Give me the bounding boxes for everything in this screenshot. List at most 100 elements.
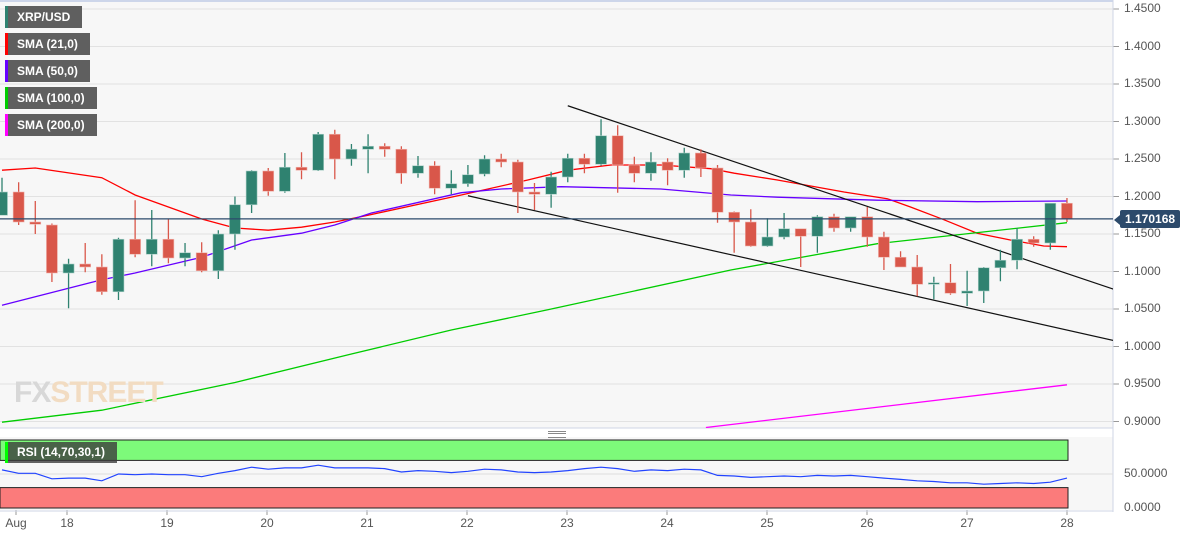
- rsi-overbought-zone: [0, 439, 1069, 461]
- rsi-tick-label: 0.0000: [1124, 500, 1161, 514]
- candle-up: [279, 166, 291, 192]
- x-tick-label: 20: [260, 516, 274, 530]
- trendline-upper: [567, 105, 1113, 290]
- rsi-oversold-zone: [0, 487, 1069, 509]
- y-tick-label: 1.0500: [1124, 301, 1161, 315]
- candle-up: [1044, 202, 1057, 244]
- candle-up: [212, 233, 225, 272]
- y-tick-label: 1.3500: [1124, 76, 1161, 90]
- candle-down: [728, 211, 740, 223]
- x-tick-label: 22: [460, 516, 474, 530]
- candle-up: [179, 252, 191, 259]
- y-tick-label: 1.4500: [1124, 1, 1161, 15]
- candle-up: [678, 152, 691, 171]
- candle-up: [561, 157, 574, 178]
- candle-up: [977, 267, 990, 292]
- sma-line-sma1000: [1, 222, 1068, 423]
- y-tick-label: 1.3000: [1124, 113, 1161, 128]
- candle-down: [295, 166, 308, 171]
- candle-down: [794, 228, 807, 237]
- candle-up: [312, 133, 324, 171]
- x-tick-label: 25: [760, 516, 774, 530]
- trendline-lower: [467, 195, 1113, 341]
- candle-up: [0, 191, 8, 216]
- candle-down: [528, 191, 541, 195]
- candle-down: [195, 252, 208, 272]
- candle-up: [595, 135, 607, 165]
- candle-down: [828, 216, 840, 229]
- panel-resize-handle[interactable]: [548, 431, 566, 438]
- candle-down: [46, 224, 58, 274]
- candle-down: [744, 221, 757, 247]
- y-tick-label: 1.2000: [1124, 188, 1161, 203]
- candle-down: [79, 263, 91, 268]
- x-tick-label: 18: [60, 516, 74, 530]
- candle-down: [12, 191, 25, 223]
- candle-up: [928, 282, 940, 285]
- candle-down: [1027, 238, 1040, 244]
- rsi-tick-label: 50.0000: [1124, 466, 1168, 480]
- x-tick-label: 28: [1060, 516, 1074, 530]
- rsi-line: [1, 464, 1068, 485]
- candle-up: [778, 228, 790, 238]
- x-tick-label: 21: [360, 516, 374, 530]
- candle-down: [711, 167, 724, 213]
- legend-rsi[interactable]: RSI (14,70,30,1): [5, 442, 118, 463]
- candle-up: [545, 176, 557, 195]
- fxstreet-logo: FXSTREET: [14, 376, 164, 409]
- legend-sma21[interactable]: SMA (21,0): [5, 33, 90, 55]
- x-tick-label: Aug: [5, 516, 27, 530]
- sma-line-sma500: [1, 186, 1068, 306]
- candle-down: [96, 266, 108, 293]
- candle-down: [878, 236, 890, 258]
- y-tick-label: 0.9500: [1124, 376, 1161, 390]
- legend-sma50[interactable]: SMA (50,0): [5, 60, 90, 82]
- candle-up: [811, 216, 824, 237]
- candle-up: [445, 183, 458, 189]
- candle-up: [145, 238, 158, 255]
- sma-line-sma2000: [705, 384, 1068, 428]
- candle-down: [578, 157, 591, 165]
- x-tick-label: 27: [960, 516, 974, 530]
- candle-down: [495, 158, 508, 163]
- plot-background: [0, 0, 1113, 428]
- candle-down: [894, 256, 907, 268]
- candle-down: [1061, 202, 1073, 220]
- y-tick-label: 1.1500: [1124, 226, 1161, 240]
- candle-up: [245, 170, 258, 206]
- candle-up: [761, 236, 774, 247]
- x-tick-label: 19: [160, 516, 174, 530]
- candle-up: [462, 174, 474, 185]
- x-tick-label: 26: [860, 516, 874, 530]
- current-price-tag: 1.170168: [1113, 210, 1181, 228]
- legend-sma200[interactable]: SMA (200,0): [5, 114, 97, 136]
- candle-down: [861, 216, 874, 238]
- candle-up: [961, 290, 973, 294]
- candle-up: [412, 165, 424, 174]
- candle-up: [62, 263, 75, 274]
- candle-down: [695, 152, 707, 169]
- candle-down: [395, 148, 408, 174]
- candle-down: [328, 133, 341, 160]
- candle-down: [29, 221, 42, 225]
- candle-up: [112, 238, 125, 293]
- candle-down: [611, 135, 624, 166]
- candle-down: [944, 282, 957, 294]
- candle-down: [512, 161, 524, 193]
- candle-down: [661, 161, 674, 171]
- candle-up: [362, 145, 374, 150]
- candle-up: [645, 161, 657, 174]
- candle-up: [994, 259, 1007, 269]
- candle-down: [162, 238, 175, 259]
- candle-up: [844, 216, 857, 229]
- y-tick-label: 1.2500: [1124, 151, 1161, 165]
- x-tick-label: 24: [660, 516, 674, 530]
- legend-sma100[interactable]: SMA (100,0): [5, 87, 97, 109]
- legend-symbol[interactable]: XRP/USD: [5, 6, 83, 28]
- candle-down: [129, 238, 141, 255]
- x-tick-label: 23: [560, 516, 574, 530]
- candle-up: [1011, 238, 1023, 261]
- y-tick-label: 1.4000: [1124, 38, 1161, 53]
- y-tick-label: 1.0000: [1124, 338, 1161, 353]
